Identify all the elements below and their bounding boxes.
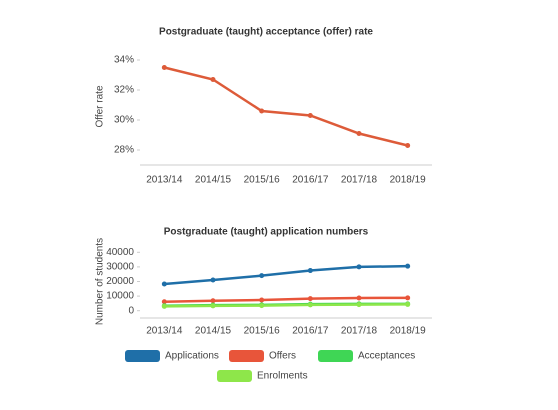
- data-point: [161, 303, 167, 309]
- legend-swatch: [125, 350, 160, 362]
- data-point: [307, 296, 313, 302]
- data-point: [210, 77, 216, 82]
- x-tick-label: 2013/14: [146, 326, 183, 337]
- data-point: [161, 65, 167, 70]
- y-tick-label: 0: [128, 305, 134, 316]
- x-tick-label: 2015/16: [244, 175, 281, 186]
- legend-label: Acceptances: [358, 351, 415, 362]
- data-point: [307, 113, 313, 118]
- data-point: [210, 303, 216, 309]
- legend-label: Applications: [165, 351, 219, 362]
- series-line: [164, 66, 408, 147]
- legend-swatch: [217, 370, 252, 382]
- data-point: [405, 263, 411, 269]
- y-tick-label: 30%: [114, 115, 134, 126]
- y-tick-label: 30000: [106, 262, 134, 273]
- data-point: [161, 299, 167, 305]
- data-point: [307, 268, 313, 274]
- y-tick-label: 40000: [106, 247, 134, 258]
- x-tick-label: 2016/17: [292, 175, 329, 186]
- x-tick-label: 2017/18: [341, 326, 378, 337]
- x-tick-label: 2017/18: [341, 175, 378, 186]
- y-axis-label: Offer rate: [95, 85, 106, 127]
- data-point: [259, 273, 265, 279]
- x-tick-label: 2018/19: [390, 326, 427, 337]
- x-tick-label: 2014/15: [195, 326, 232, 337]
- x-tick-label: 2015/16: [244, 326, 281, 337]
- x-tick-label: 2018/19: [390, 175, 427, 186]
- data-point: [405, 301, 411, 307]
- series-line: [164, 303, 408, 308]
- data-point: [259, 297, 265, 303]
- y-tick-label: 28%: [114, 145, 134, 156]
- data-point: [356, 295, 362, 301]
- y-tick-label: 32%: [114, 85, 134, 96]
- y-tick-label: 20000: [106, 276, 134, 287]
- legend-label: Offers: [269, 351, 296, 362]
- data-point: [356, 302, 362, 308]
- x-tick-label: 2013/14: [146, 175, 183, 186]
- series-line: [164, 296, 408, 304]
- data-point: [405, 295, 411, 301]
- series-line: [164, 264, 408, 286]
- data-point: [210, 298, 216, 304]
- data-point: [259, 108, 265, 114]
- y-tick-label: 34%: [114, 55, 134, 66]
- x-tick-label: 2016/17: [292, 326, 329, 337]
- data-point: [161, 281, 167, 287]
- legend-swatch: [318, 350, 353, 362]
- data-point: [210, 277, 216, 283]
- data-point: [356, 131, 362, 136]
- data-point: [405, 143, 411, 148]
- data-point: [259, 303, 265, 309]
- legend-label: Enrolments: [257, 371, 308, 382]
- y-tick-label: 10000: [106, 291, 134, 302]
- chart-title: Postgraduate (taught) application number…: [164, 227, 369, 238]
- chart-title: Postgraduate (taught) acceptance (offer)…: [159, 27, 373, 38]
- data-point: [356, 264, 362, 270]
- y-axis-label: Number of students: [95, 238, 106, 325]
- legend-swatch: [229, 350, 264, 362]
- data-point: [307, 302, 313, 308]
- x-tick-label: 2014/15: [195, 175, 232, 186]
